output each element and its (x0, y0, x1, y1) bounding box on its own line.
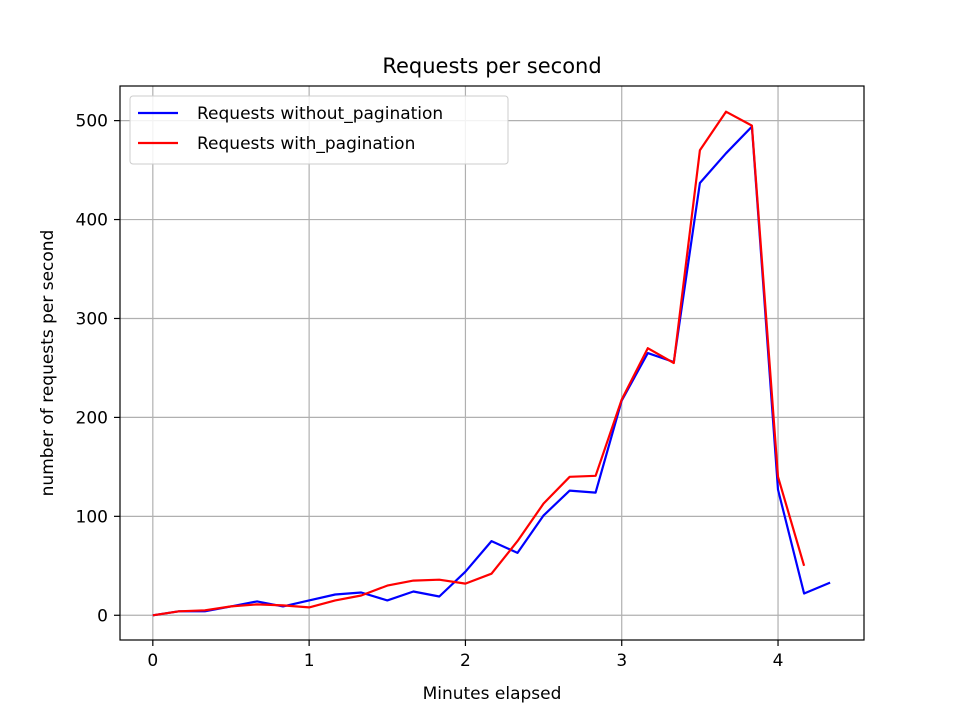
legend: Requests without_pagination Requests with… (129, 95, 509, 165)
series-lines (152, 110, 831, 617)
grid (120, 86, 864, 640)
plot-frame (119, 85, 865, 641)
x-tick-label: 4 (773, 651, 784, 671)
y-tick-label: 0 (97, 606, 108, 626)
y-tick-label: 400 (76, 211, 108, 231)
legend-box (129, 95, 509, 165)
y-tick-label: 200 (76, 408, 108, 428)
y-axis-label: number of requests per second (38, 230, 58, 497)
series-line-2 (152, 110, 806, 617)
x-tick-label: 1 (304, 651, 315, 671)
y-tick-label: 300 (76, 309, 108, 329)
axis-ticks: 0 1 2 3 4 0 100 200 300 400 500 (76, 112, 784, 671)
chart-title: Requests per second (382, 54, 601, 78)
y-tick-label: 500 (76, 112, 108, 132)
legend-entry: Requests without_pagination (197, 104, 443, 124)
x-tick-label: 2 (460, 651, 471, 671)
x-tick-label: 0 (147, 651, 158, 671)
legend-entry: Requests with_pagination (197, 134, 415, 154)
y-tick-label: 100 (76, 507, 108, 527)
series-line-1 (152, 125, 831, 617)
x-tick-label: 3 (616, 651, 627, 671)
x-axis-label: Minutes elapsed (423, 684, 562, 704)
